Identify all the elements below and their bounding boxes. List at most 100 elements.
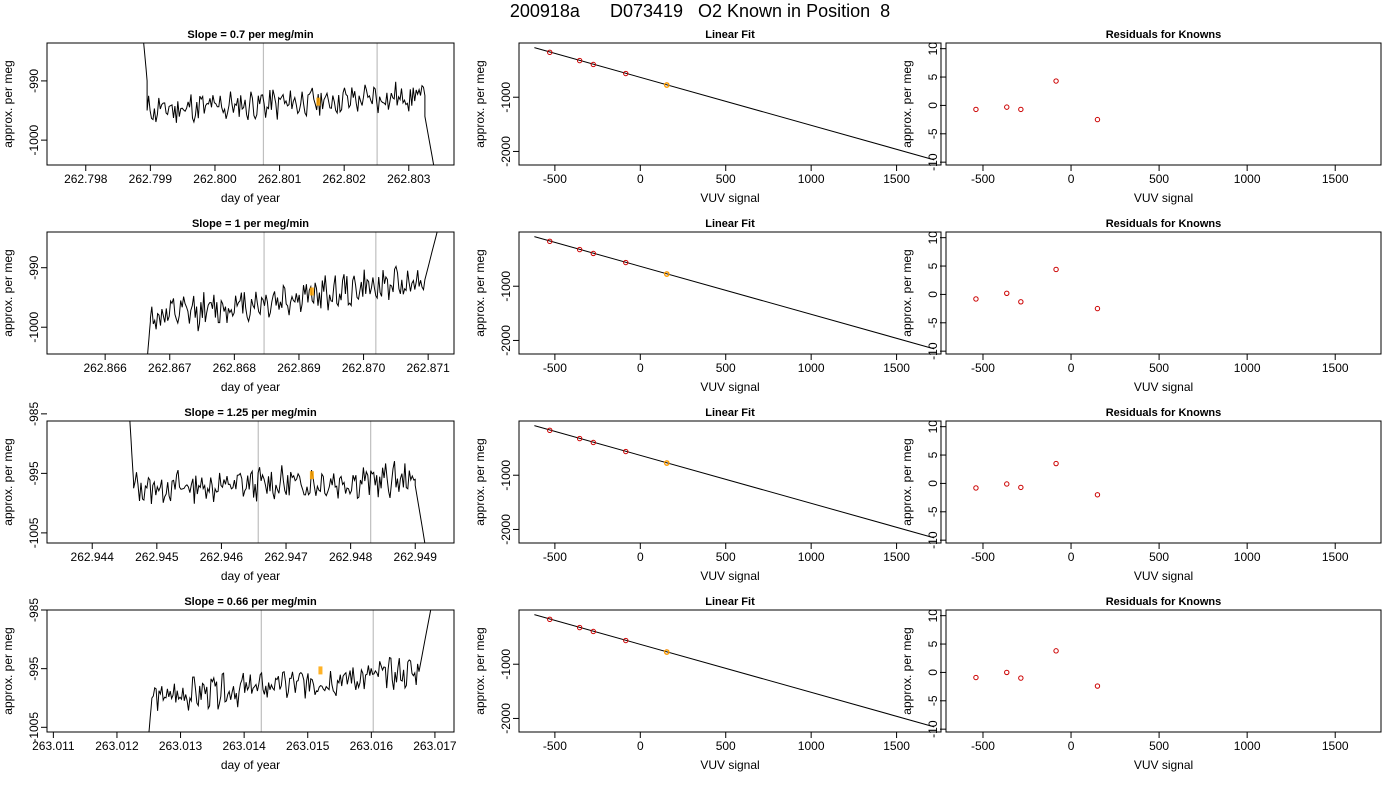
x-tick-label: 1000 xyxy=(1234,739,1261,753)
y-tick-label: -2000 xyxy=(499,703,513,734)
data-point xyxy=(576,435,583,442)
x-tick-label: 0 xyxy=(1068,361,1075,375)
x-tick-label: -500 xyxy=(543,739,567,753)
y-tick-label: -5 xyxy=(926,506,940,517)
fit-line xyxy=(534,425,935,539)
y-axis-label: approx. per meg xyxy=(900,60,914,147)
residual-point xyxy=(1004,669,1010,676)
panel-fit-3: Linear Fit VUV signal approx. per meg -500 0… xyxy=(473,407,942,583)
y-axis-label: approx. per meg xyxy=(900,249,914,336)
x-tick-label: -500 xyxy=(971,739,995,753)
x-tick-label: 262.870 xyxy=(342,361,386,375)
panel-time-4: Slope = 0.66 per meg/min day of year appro… xyxy=(1,596,457,772)
data-point xyxy=(547,238,553,245)
x-tick-label: 262.945 xyxy=(135,550,179,564)
x-tick-label: 1500 xyxy=(883,172,910,186)
y-tick-label: 5 xyxy=(926,262,940,269)
y-tick-label: -10 xyxy=(926,153,940,171)
known-marker xyxy=(309,471,314,480)
y-tick-label: 0 xyxy=(926,102,940,109)
x-axis-label: VUV signal xyxy=(700,569,759,583)
y-tick-label: -990 xyxy=(27,69,41,93)
x-tick-label: 500 xyxy=(716,739,736,753)
signal-trace xyxy=(147,232,438,354)
x-tick-label: 262.866 xyxy=(83,361,127,375)
x-tick-label: 263.012 xyxy=(95,739,139,753)
signal-trace xyxy=(129,421,426,543)
y-tick-label: 0 xyxy=(926,291,940,298)
plot-area xyxy=(973,648,1101,689)
fit-line xyxy=(534,614,935,728)
y-axis-label: approx. per meg xyxy=(1,627,15,714)
x-tick-label: 262.798 xyxy=(64,172,108,186)
x-tick-label: 1000 xyxy=(1234,172,1261,186)
data-point xyxy=(576,246,583,253)
panel-fit-2: Linear Fit VUV signal approx. per meg -500 0… xyxy=(473,218,942,394)
residual-point xyxy=(1004,481,1010,487)
x-tick-label: -500 xyxy=(543,361,567,375)
plot-frame xyxy=(518,42,942,166)
x-tick-label: 262.948 xyxy=(329,550,373,564)
plot-area xyxy=(534,47,935,161)
x-tick-label: 1000 xyxy=(798,172,825,186)
plot-frame xyxy=(945,420,1382,544)
y-tick-label: 10 xyxy=(926,609,940,623)
y-axis-label: approx. per meg xyxy=(900,438,914,525)
y-tick-label: -990 xyxy=(27,255,41,279)
y-tick-label: 5 xyxy=(926,451,940,458)
plot-area xyxy=(148,610,432,732)
y-tick-label: -985 xyxy=(27,402,41,426)
residual-point xyxy=(1094,683,1101,689)
y-tick-label: 10 xyxy=(926,420,940,434)
data-point xyxy=(623,259,629,266)
y-tick-label: -995 xyxy=(27,461,41,485)
data-point xyxy=(576,624,583,631)
signal-trace xyxy=(143,43,435,165)
residual-point xyxy=(973,106,979,113)
x-axis-label: day of year xyxy=(221,569,280,583)
plot-area xyxy=(973,78,1101,123)
panel-title: Residuals for Knowns xyxy=(1106,218,1222,230)
x-tick-label: 500 xyxy=(1149,361,1169,375)
panel-resid-4: Residuals for Knowns VUV signal approx. pe… xyxy=(900,596,1382,772)
panel-title: Slope = 1.25 per meg/min xyxy=(184,407,317,419)
residual-point xyxy=(1094,116,1101,123)
y-tick-label: -10 xyxy=(926,720,940,738)
x-tick-label: 262.949 xyxy=(394,550,438,564)
plot-frame xyxy=(518,231,942,355)
x-tick-label: 1500 xyxy=(883,739,910,753)
y-tick-label: -5 xyxy=(926,317,940,328)
data-point xyxy=(547,427,553,434)
x-tick-label: 0 xyxy=(1068,550,1075,564)
x-tick-label: 1000 xyxy=(798,361,825,375)
x-tick-label: 0 xyxy=(637,739,644,753)
residual-point xyxy=(973,485,979,491)
residual-point xyxy=(1004,290,1010,296)
plot-area xyxy=(147,232,438,354)
y-tick-label: 10 xyxy=(926,231,940,245)
panel-title: Residuals for Knowns xyxy=(1106,596,1222,608)
x-axis-label: VUV signal xyxy=(1134,569,1193,583)
x-tick-label: 500 xyxy=(716,550,736,564)
residual-point xyxy=(1018,675,1024,681)
x-tick-label: 500 xyxy=(716,172,736,186)
x-axis-label: day of year xyxy=(221,758,280,772)
data-point xyxy=(623,637,629,644)
plot-frame xyxy=(945,609,1382,733)
known-point xyxy=(663,271,670,277)
panel-title: Residuals for Knowns xyxy=(1106,407,1222,419)
fit-line xyxy=(534,47,935,161)
x-tick-label: -500 xyxy=(971,361,995,375)
residual-point xyxy=(973,296,979,302)
y-tick-label: -1000 xyxy=(499,649,513,680)
x-tick-label: 263.014 xyxy=(222,739,266,753)
x-tick-label: 262.869 xyxy=(277,361,321,375)
x-tick-label: 1500 xyxy=(1322,550,1349,564)
residual-point xyxy=(1053,460,1059,467)
x-axis-label: day of year xyxy=(221,191,280,205)
panel-fit-4: Linear Fit VUV signal approx. per meg -500 0… xyxy=(473,596,942,772)
x-tick-label: -500 xyxy=(971,172,995,186)
y-tick-label: -5 xyxy=(926,695,940,706)
residual-point xyxy=(1053,266,1059,273)
